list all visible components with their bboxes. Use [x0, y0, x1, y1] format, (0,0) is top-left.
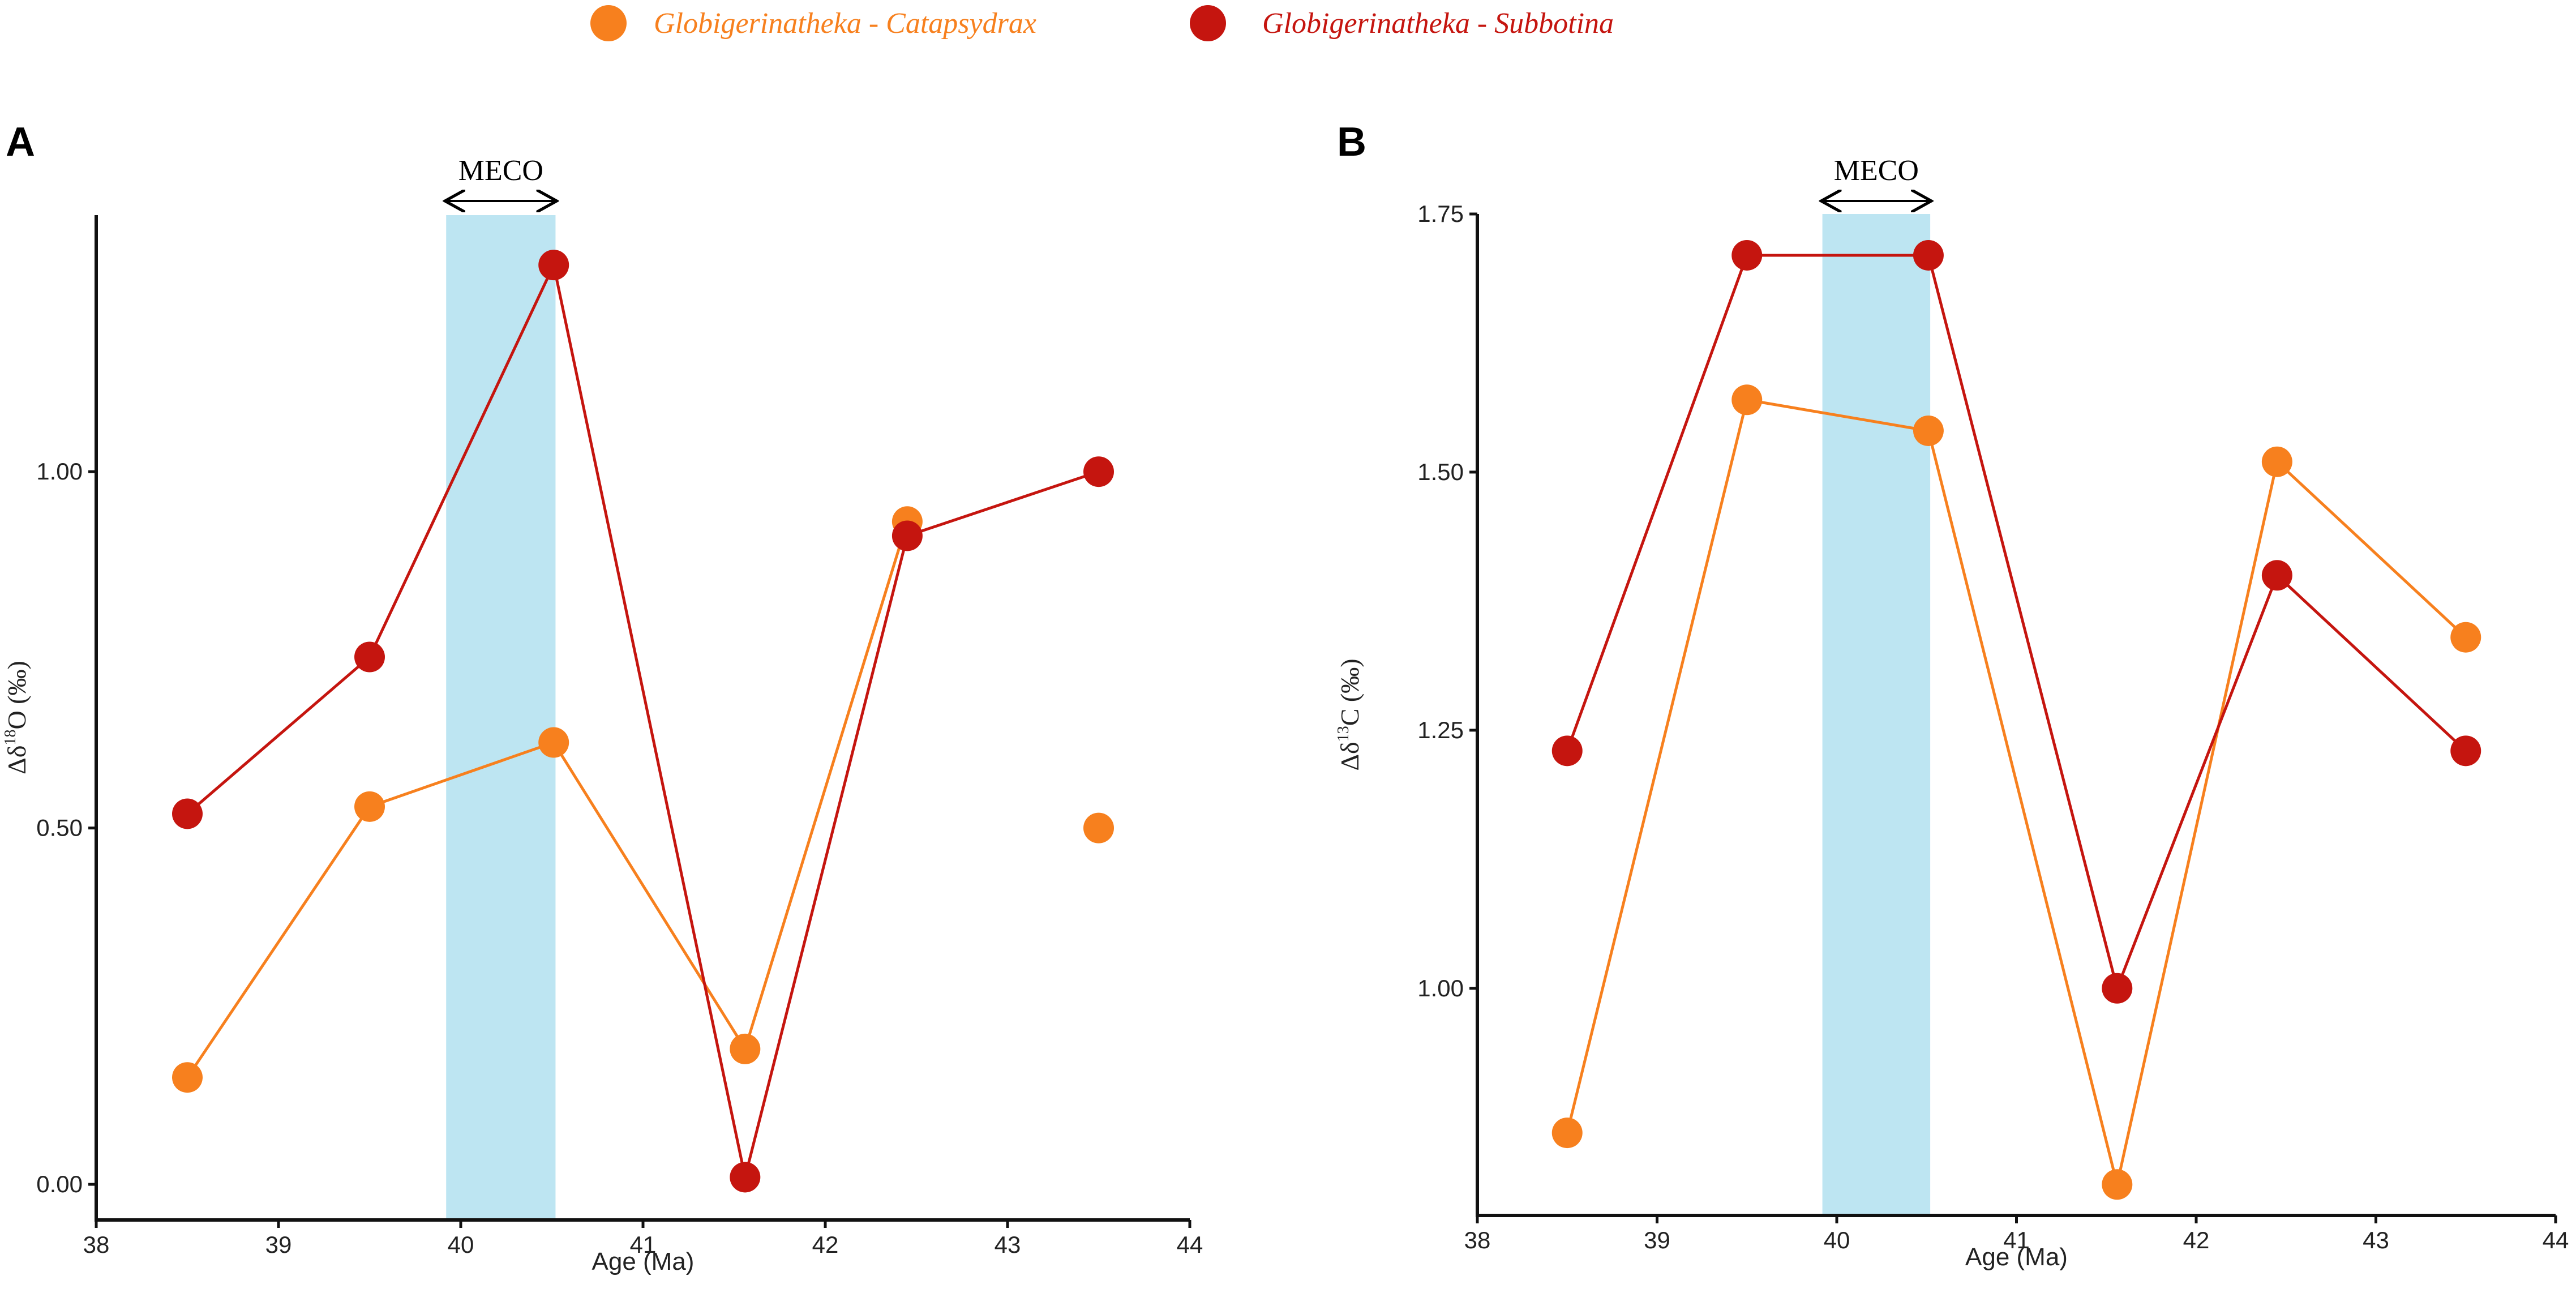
x-tick-label: 39: [265, 1231, 292, 1258]
legend-label-catapsydrax: Globigerinatheka - Catapsydrax: [654, 7, 1036, 40]
x-tick-label: 39: [1644, 1227, 1670, 1253]
x-tick-label: 38: [83, 1231, 110, 1258]
legend: Globigerinatheka - Catapsydrax Globigeri…: [590, 5, 1614, 41]
y-tick-label: 0.50: [36, 815, 83, 841]
legend-marker-subbotina: [1190, 5, 1226, 41]
data-point-subbotina: [1731, 239, 1763, 271]
data-point-catapsydrax: [1083, 812, 1114, 844]
x-tick-label: 40: [1824, 1227, 1850, 1253]
data-point-subbotina: [2261, 560, 2292, 591]
data-point-subbotina: [172, 798, 203, 829]
x-tick-label: 44: [1177, 1231, 1203, 1258]
panel-b-y-title-main: Δδ: [1335, 742, 1364, 770]
data-point-subbotina: [1913, 239, 1944, 271]
data-point-subbotina: [538, 250, 569, 281]
panel-a: A 38 39 40 41 42 43 44 0.00 0.50 1.00 MECO Age (M…: [2, 119, 1203, 1275]
panel-b-y-title-sup: 13: [1335, 726, 1352, 742]
data-point-catapsydrax: [730, 1033, 761, 1064]
x-tick-label: 44: [2543, 1227, 2569, 1253]
y-tick-label: 1.75: [1417, 200, 1464, 227]
panel-a-meco-label: MECO: [458, 155, 543, 187]
series-line-catapsydrax: [1566, 398, 2467, 1186]
x-tick-label: 42: [2183, 1227, 2210, 1253]
data-point-subbotina: [891, 520, 923, 551]
data-point-catapsydrax: [1551, 1118, 1583, 1149]
panel-b-x-axis-title: Age (Ma): [1965, 1243, 2068, 1271]
panel-b-y-title-rest: C (‰): [1335, 658, 1364, 726]
y-tick-label: 1.25: [1417, 717, 1464, 743]
data-point-catapsydrax: [2450, 622, 2481, 653]
panel-a-x-axis-title: Age (Ma): [592, 1248, 695, 1275]
data-point-catapsydrax: [172, 1062, 203, 1093]
x-tick-label: 38: [1464, 1227, 1491, 1253]
data-point-catapsydrax: [1913, 415, 1944, 446]
x-tick-label: 43: [2363, 1227, 2389, 1253]
panel-b-meco-label: MECO: [1834, 155, 1919, 187]
data-point-subbotina: [730, 1162, 761, 1193]
data-point-subbotina: [2102, 973, 2133, 1004]
x-tick-label: 41: [630, 1231, 657, 1258]
data-point-catapsydrax: [1731, 384, 1763, 416]
panel-a-y-axis-title: Δδ18O (‰): [2, 661, 31, 774]
panel-a-y-title-main: Δδ: [2, 746, 31, 774]
y-tick-label: 0.00: [36, 1171, 83, 1197]
panel-b: B 38 39 40 41 42 43 44 1.00 1.25 1.50 1.75 MECO Ag…: [1335, 119, 2569, 1271]
data-point-subbotina: [2450, 735, 2481, 767]
data-point-subbotina: [1551, 735, 1583, 767]
x-tick-label: 41: [2003, 1227, 2030, 1253]
y-tick-label: 1.00: [36, 458, 83, 485]
data-point-subbotina: [354, 641, 385, 673]
data-point-subbotina: [1083, 456, 1114, 487]
data-point-catapsydrax: [2261, 446, 2292, 477]
data-point-catapsydrax: [354, 791, 385, 822]
series-line-subbotina: [1566, 254, 2467, 990]
x-tick-label: 42: [812, 1231, 839, 1258]
meco-band: [446, 215, 556, 1220]
data-point-catapsydrax: [2102, 1169, 2133, 1200]
panel-b-y-axis-title: Δδ13C (‰): [1335, 658, 1364, 770]
panel-b-letter: B: [1337, 119, 1366, 165]
y-tick-label: 1.50: [1417, 459, 1464, 485]
legend-label-subbotina: Globigerinatheka - Subbotina: [1262, 7, 1614, 40]
y-tick-label: 1.00: [1417, 975, 1464, 1001]
x-tick-label: 43: [995, 1231, 1021, 1258]
x-tick-label: 40: [448, 1231, 474, 1258]
series-line-subbotina: [186, 263, 1099, 1179]
panel-a-letter: A: [6, 119, 35, 165]
data-point-catapsydrax: [538, 727, 569, 758]
legend-marker-catapsydrax: [590, 5, 627, 41]
meco-band: [1822, 214, 1931, 1215]
panel-a-y-title-rest: O (‰): [2, 661, 31, 729]
panel-a-y-title-sup: 18: [2, 730, 19, 746]
